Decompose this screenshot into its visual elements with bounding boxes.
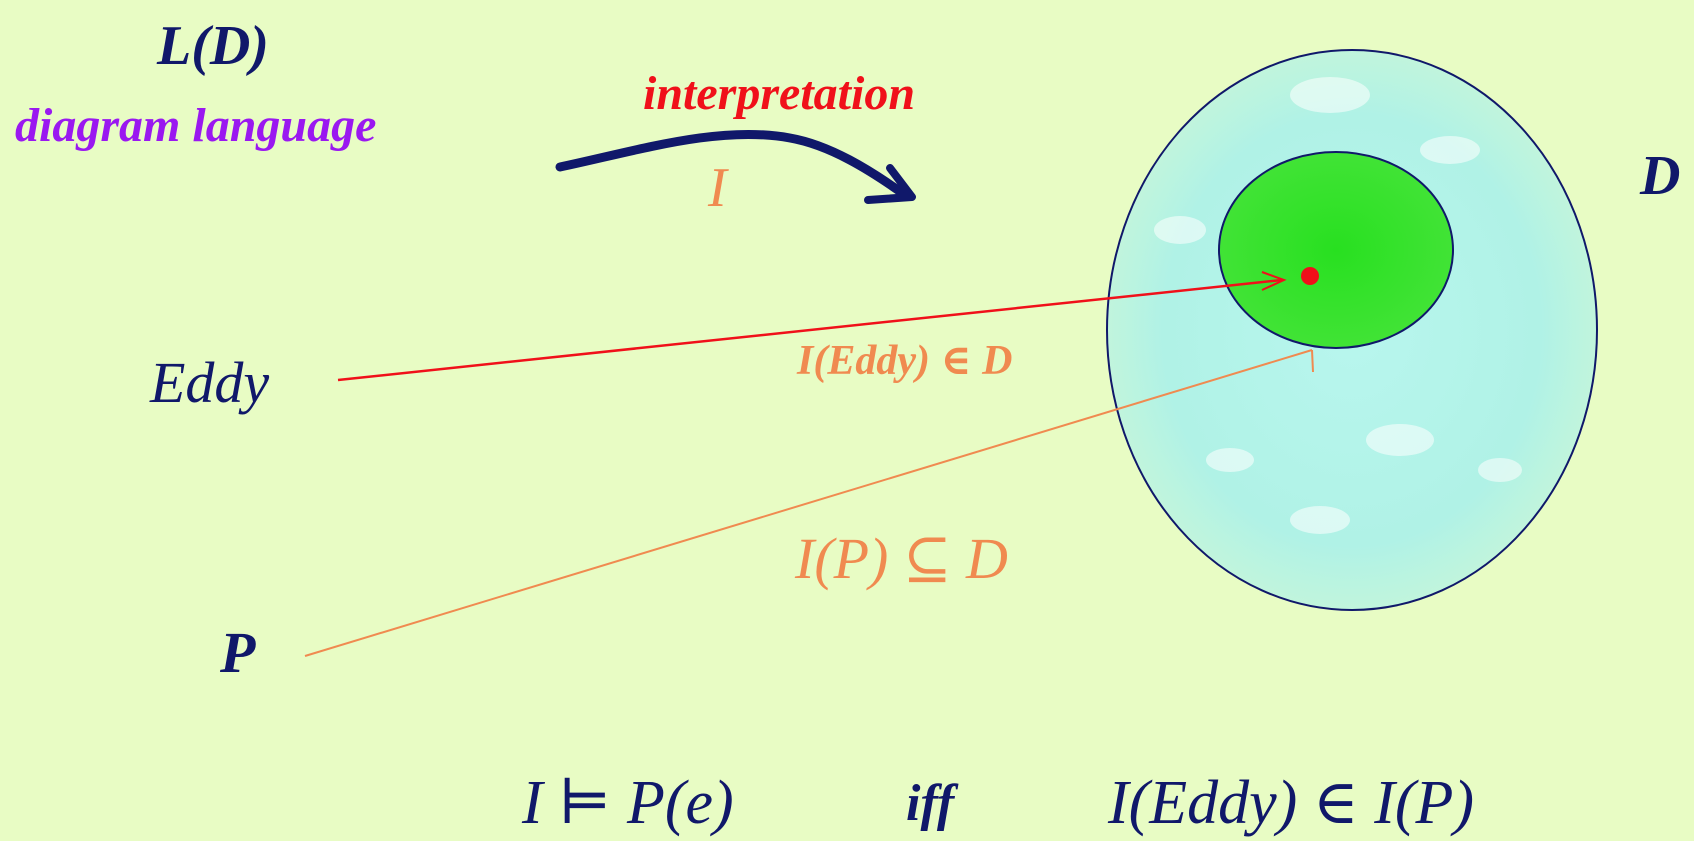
p-subset-label: I(P) ⊆ D: [795, 526, 1008, 591]
eddy-membership-label: I(Eddy) ∈ D: [797, 338, 1013, 384]
predicate-region: [1218, 151, 1454, 349]
interpretation-symbol: I: [708, 157, 727, 219]
domain-texture: [1154, 77, 1522, 534]
language-symbol: L(D): [157, 15, 269, 77]
p-mapping-line: [304, 349, 1313, 657]
domain-symbol: D: [1640, 145, 1681, 207]
constant-eddy: Eddy: [150, 350, 270, 415]
interpretation-arrowhead: [864, 164, 916, 204]
p-mapping-tick: [1311, 349, 1314, 373]
formula-lhs: I ⊨ P(e): [522, 769, 734, 837]
interpretation-caption: interpretation: [643, 67, 916, 120]
interpretation-arrow: [555, 129, 910, 200]
language-caption: diagram language: [15, 99, 377, 152]
eddy-mapping-line: [337, 278, 1283, 382]
predicate-symbol: P: [220, 620, 256, 685]
formula-rhs: I(Eddy) ∈ I(P): [1108, 769, 1475, 837]
eddy-element-dot: [1301, 267, 1319, 285]
eddy-mapping-arrowhead: [1261, 271, 1287, 291]
formula-connective: iff: [906, 775, 955, 832]
